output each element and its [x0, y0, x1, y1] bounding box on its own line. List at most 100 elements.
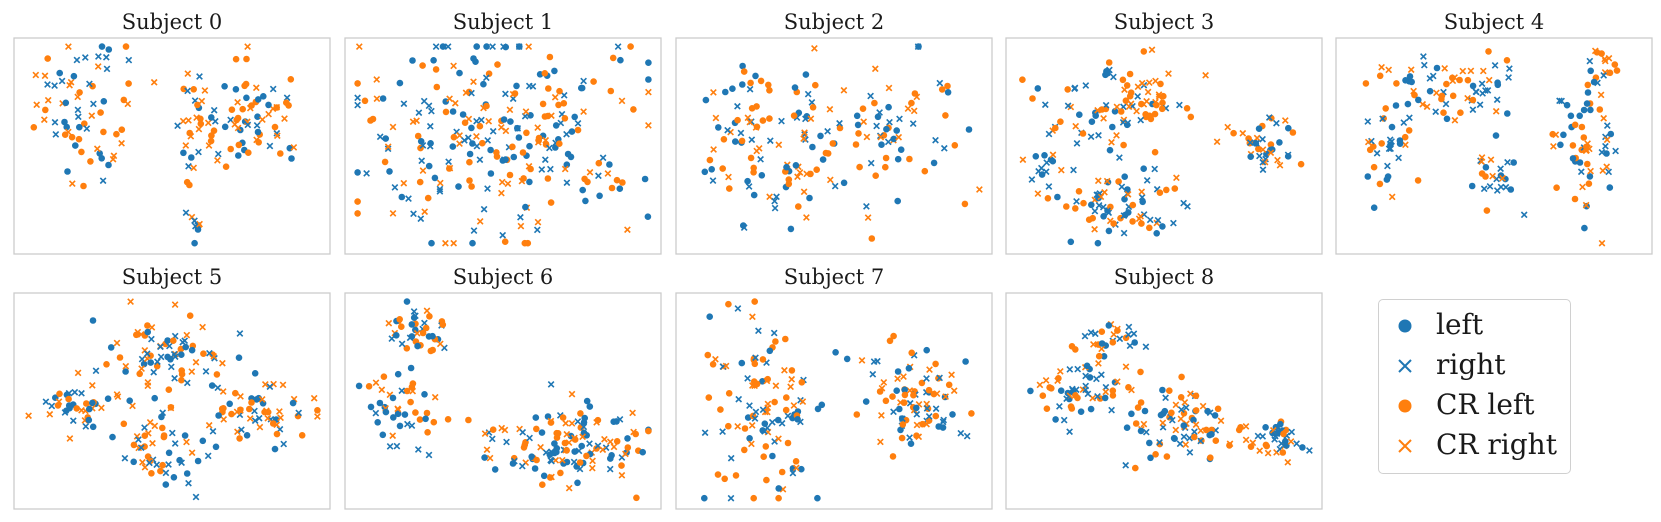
point-cr-left [1230, 129, 1237, 137]
point-cr-right [183, 438, 190, 446]
point-cr-left [271, 123, 279, 131]
point-cr-right [1213, 138, 1221, 146]
point-cr-right [548, 112, 555, 120]
point-right [102, 53, 110, 61]
point-left [221, 123, 229, 131]
point-left [254, 128, 262, 136]
point-right [1041, 101, 1049, 109]
point-cr-right [481, 430, 489, 437]
point-cr-left [619, 179, 626, 186]
point-cr-left [208, 132, 215, 139]
x-marker-icon [1398, 439, 1412, 453]
point-cr-left [1362, 80, 1370, 87]
point-cr-right [1378, 63, 1385, 71]
point-right [1400, 119, 1408, 126]
point-right [1420, 53, 1427, 60]
point-cr-right [389, 432, 397, 440]
point-cr-left [1109, 387, 1117, 395]
point-cr-left [1146, 112, 1153, 120]
point-cr-right [1192, 421, 1200, 429]
point-cr-left [853, 411, 861, 418]
point-cr-right [256, 423, 264, 431]
point-right [824, 127, 831, 135]
point-right [1273, 119, 1280, 127]
point-cr-right [551, 93, 559, 101]
point-right [42, 398, 50, 406]
point-left [551, 440, 558, 447]
point-left [624, 435, 631, 442]
point-cr-left [1156, 189, 1164, 196]
point-left [412, 326, 419, 334]
point-right [444, 43, 452, 50]
point-cr-right [1603, 163, 1611, 171]
point-cr-right [1467, 67, 1475, 75]
point-cr-left [380, 373, 388, 381]
point-left [1159, 223, 1166, 230]
point-cr-left [1134, 404, 1142, 411]
point-left [1443, 115, 1451, 123]
point-left [853, 112, 861, 120]
point-cr-right [748, 440, 755, 448]
point-cr-left [734, 116, 741, 124]
point-left [1384, 173, 1392, 180]
point-cr-right [193, 114, 200, 121]
point-cr-right [188, 368, 196, 375]
point-cr-right [645, 88, 652, 96]
point-cr-left [1157, 80, 1164, 88]
point-cr-right [811, 45, 818, 52]
point-cr-right [1441, 65, 1449, 72]
point-cr-right [446, 95, 453, 103]
point-cr-left [273, 430, 281, 438]
point-left [1587, 67, 1594, 75]
point-left [394, 410, 402, 418]
point-left [832, 349, 839, 356]
point-right [171, 374, 178, 382]
point-right [1178, 406, 1185, 413]
point-right [170, 350, 178, 358]
subplot-frame [1005, 37, 1323, 255]
point-right [81, 54, 89, 61]
point-cr-right [264, 414, 272, 422]
point-cr-right [826, 105, 834, 113]
point-cr-left [427, 347, 435, 355]
point-left [1262, 424, 1269, 431]
point-right [869, 370, 877, 378]
point-left [532, 414, 540, 421]
subplot-title: Subject 0 [122, 10, 223, 34]
point-cr-right [787, 383, 794, 391]
point-cr-left [232, 55, 240, 63]
point-left [271, 445, 279, 453]
point-right [391, 184, 399, 191]
point-left [1569, 155, 1577, 162]
point-cr-left [424, 194, 432, 202]
point-cr-left [855, 130, 862, 137]
point-left [1146, 439, 1153, 447]
legend-label-cr-left: CR left [1436, 388, 1535, 421]
point-cr-left [178, 376, 185, 384]
point-cr-right [234, 124, 242, 132]
point-right [724, 126, 731, 134]
point-left [574, 479, 581, 487]
point-cr-left [136, 370, 143, 378]
point-left [739, 62, 746, 70]
point-right [168, 429, 176, 437]
point-cr-left [83, 400, 90, 407]
point-right [1265, 114, 1273, 121]
point-cr-right [419, 167, 427, 174]
point-cr-left [725, 422, 732, 430]
point-right [546, 144, 553, 152]
point-cr-left [890, 332, 897, 340]
point-right [586, 440, 593, 447]
point-cr-right [1155, 93, 1163, 101]
point-right [1154, 216, 1162, 224]
point-cr-right [261, 381, 269, 388]
point-cr-left [812, 81, 819, 89]
point-cr-left [809, 104, 817, 111]
point-left [578, 84, 586, 92]
point-cr-left [103, 361, 110, 368]
point-left [1067, 238, 1075, 246]
point-left [409, 57, 416, 64]
point-cr-left [186, 129, 193, 137]
point-cr-left [1132, 420, 1140, 427]
point-left [1580, 106, 1588, 114]
